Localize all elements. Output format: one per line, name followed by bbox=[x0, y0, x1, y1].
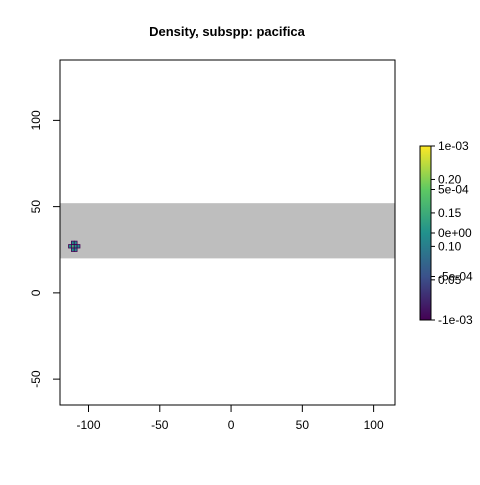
colorbar-label: 0e+00 bbox=[438, 226, 472, 240]
y-tick-label: 100 bbox=[29, 110, 43, 130]
x-tick-label: 100 bbox=[364, 418, 384, 432]
x-axis: -100 -50 0 50 100 bbox=[76, 404, 384, 432]
density-cell bbox=[71, 240, 75, 245]
colorbar-legend: 1e-03 5e-04 0e+00 -5e-04 -1e-03 0.20 0.15 0.10 0… bbox=[419, 139, 473, 327]
y-tick-label: -50 bbox=[29, 370, 43, 388]
y-tick-label: 0 bbox=[29, 289, 43, 296]
x-tick-label: -100 bbox=[76, 418, 100, 432]
colorbar-label: -1e-03 bbox=[438, 313, 473, 327]
density-cell bbox=[68, 244, 72, 249]
x-tick-label: 0 bbox=[228, 418, 235, 432]
shaded-band bbox=[60, 203, 395, 259]
y-tick-label: 50 bbox=[29, 200, 43, 214]
colorbar-label: 0.05 bbox=[438, 273, 462, 287]
colorbar-ramp bbox=[419, 145, 432, 321]
colorbar-label: 1e-03 bbox=[438, 139, 469, 153]
density-cell bbox=[71, 247, 75, 252]
density-cell bbox=[76, 244, 81, 249]
colorbar-label: 0.15 bbox=[438, 206, 462, 220]
chart-title: Density, subspp: pacifica bbox=[149, 24, 306, 39]
colorbar-label: -5e-04 bbox=[438, 270, 473, 284]
colorbar-label: 0.20 bbox=[438, 172, 462, 186]
density-cell bbox=[73, 244, 78, 249]
density-cell bbox=[73, 240, 78, 245]
plot-panel bbox=[59, 59, 396, 406]
y-axis: -50 0 50 100 bbox=[29, 110, 61, 388]
colorbar-label: 5e-04 bbox=[438, 183, 469, 197]
colorbar-label: 0.10 bbox=[438, 239, 462, 253]
x-tick-label: -50 bbox=[151, 418, 169, 432]
density-cell bbox=[71, 244, 75, 249]
density-cell bbox=[73, 247, 78, 252]
x-tick-label: 50 bbox=[296, 418, 310, 432]
